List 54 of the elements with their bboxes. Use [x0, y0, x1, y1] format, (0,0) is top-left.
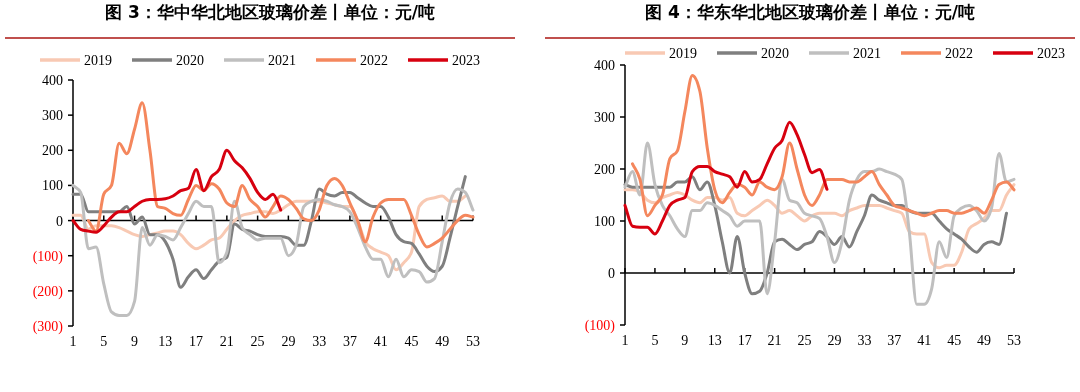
chart-title: 图 3：华中华北地区玻璃价差丨单位：元/吨	[105, 2, 435, 22]
x-tick-label: 53	[1007, 333, 1021, 348]
y-tick-label: (300)	[32, 319, 64, 335]
y-tick-label: 0	[608, 266, 615, 281]
x-tick-label: 37	[887, 333, 902, 348]
legend-label: 2019	[84, 53, 112, 68]
x-tick-label: 13	[707, 333, 722, 348]
x-tick-label: 21	[767, 333, 782, 348]
x-tick-label: 5	[651, 333, 659, 348]
x-tick-label: 17	[737, 333, 752, 348]
x-tick-label: 37	[342, 334, 357, 349]
y-tick-label: (100)	[584, 318, 616, 334]
x-tick-label: 49	[435, 334, 450, 349]
x-tick-label: 1	[621, 333, 629, 348]
x-tick-label: 29	[827, 333, 842, 348]
y-tick-label: 200	[42, 143, 63, 159]
legend-label: 2023	[452, 53, 480, 68]
chart-title: 图 4：华东华北地区玻璃价差丨单位：元/吨	[645, 2, 975, 22]
x-tick-label: 25	[250, 334, 265, 349]
x-tick-label: 33	[312, 334, 327, 349]
x-tick-label: 9	[131, 334, 139, 349]
x-tick-label: 25	[797, 333, 812, 348]
x-tick-label: 17	[189, 334, 204, 349]
x-tick-label: 1	[69, 334, 77, 349]
y-tick-label: (100)	[32, 248, 64, 265]
x-tick-label: 53	[466, 334, 480, 349]
x-tick-label: 49	[977, 333, 992, 348]
x-tick-label: 41	[373, 334, 388, 349]
x-tick-label: 45	[404, 334, 419, 349]
y-tick-label: 200	[594, 162, 615, 177]
y-tick-label: 100	[42, 178, 63, 194]
x-tick-label: 41	[917, 333, 932, 348]
legend-label: 2023	[1037, 46, 1065, 61]
x-tick-label: 5	[100, 334, 108, 349]
x-tick-label: 29	[281, 334, 296, 349]
y-tick-label: 100	[594, 214, 615, 229]
legend-label: 2021	[853, 46, 881, 61]
y-tick-label: 0	[56, 213, 63, 229]
x-tick-label: 21	[219, 334, 234, 349]
legend-label: 2020	[176, 53, 204, 68]
y-tick-label: 300	[42, 108, 63, 124]
legend-label: 2019	[669, 46, 697, 61]
legend-label: 2022	[360, 53, 388, 68]
y-tick-label: (200)	[32, 283, 64, 300]
x-tick-label: 9	[681, 333, 689, 348]
y-tick-label: 400	[42, 73, 63, 88]
x-tick-label: 13	[158, 334, 173, 349]
y-tick-label: 400	[594, 58, 615, 73]
legend-label: 2022	[945, 46, 973, 61]
x-tick-label: 45	[947, 333, 962, 348]
x-tick-label: 33	[857, 333, 872, 348]
legend-label: 2021	[268, 53, 296, 68]
y-tick-label: 300	[594, 110, 615, 125]
legend-label: 2020	[761, 46, 789, 61]
